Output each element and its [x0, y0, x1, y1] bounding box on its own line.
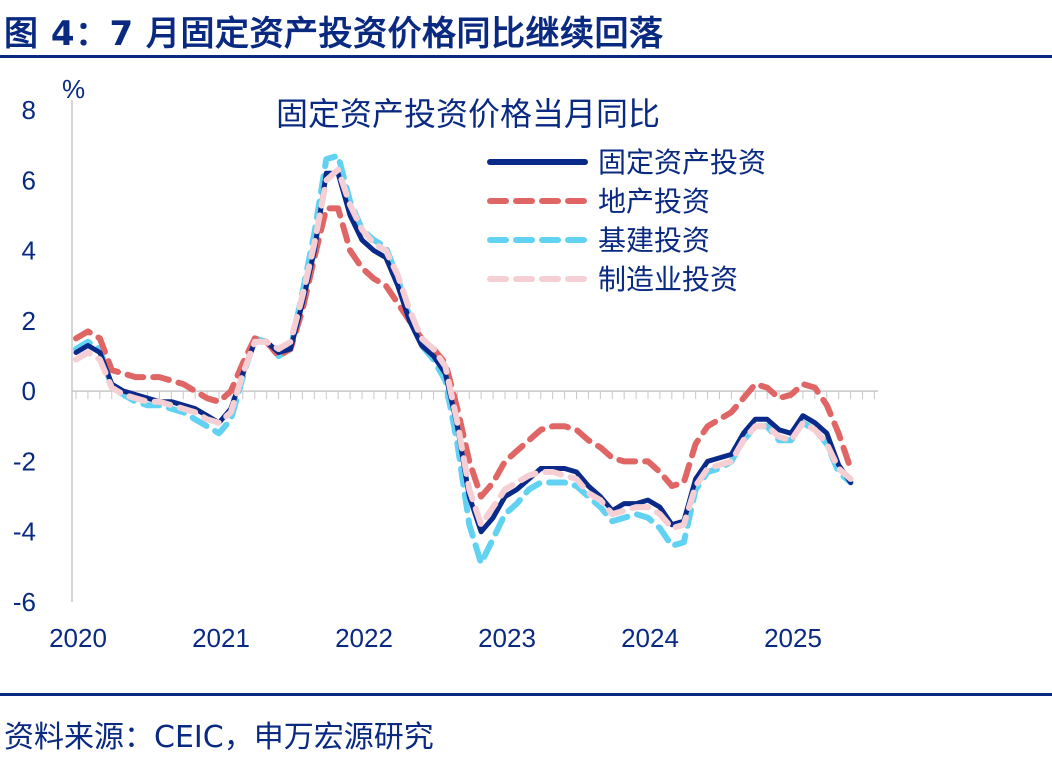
- y-tick-label: -4: [13, 517, 36, 547]
- x-tick-label: 2020: [49, 623, 107, 653]
- source-note: 资料来源：CEIC，申万宏源研究: [4, 720, 434, 755]
- x-tick-label: 2023: [478, 623, 536, 653]
- legend-label: 制造业投资: [598, 263, 738, 296]
- x-tick-label: 2021: [192, 623, 250, 653]
- series-line-4: [73, 166, 854, 532]
- series-layer: [73, 152, 854, 567]
- y-tick-label: -6: [13, 587, 36, 617]
- y-tick-label: 8: [22, 95, 36, 125]
- y-tick-label: 4: [22, 236, 36, 266]
- figure-title: 图 4：7 月固定资产投资价格同比继续回落: [4, 14, 664, 54]
- y-axis-unit: %: [62, 74, 85, 104]
- x-tick-label: 2022: [335, 623, 393, 653]
- y-tick-label: -2: [13, 446, 36, 476]
- title-rule: [0, 55, 1052, 58]
- y-tick-label: 2: [22, 306, 36, 336]
- x-tick-label: 2024: [621, 623, 679, 653]
- legend-label: 地产投资: [598, 185, 710, 218]
- legend-label: 固定资产投资: [598, 146, 766, 179]
- y-tick-label: 6: [22, 165, 36, 195]
- chart-title: 固定资产投资价格当月同比: [276, 95, 660, 133]
- line-chart: 8 6 4 2 0 -2 -4 -6 2020 2021 2022 2023 2024 2025 固定资产…: [13, 74, 878, 653]
- y-tick-label: 0: [22, 376, 36, 406]
- x-tick-label: 2025: [764, 623, 822, 653]
- axis-layer: 8 6 4 2 0 -2 -4 -6 2020 2021 2022 2023 2024 2025: [13, 95, 878, 653]
- series-line-2: [73, 205, 854, 500]
- series-line-3: [73, 152, 854, 567]
- legend-label: 基建投资: [598, 224, 710, 257]
- source-rule: [0, 693, 1052, 696]
